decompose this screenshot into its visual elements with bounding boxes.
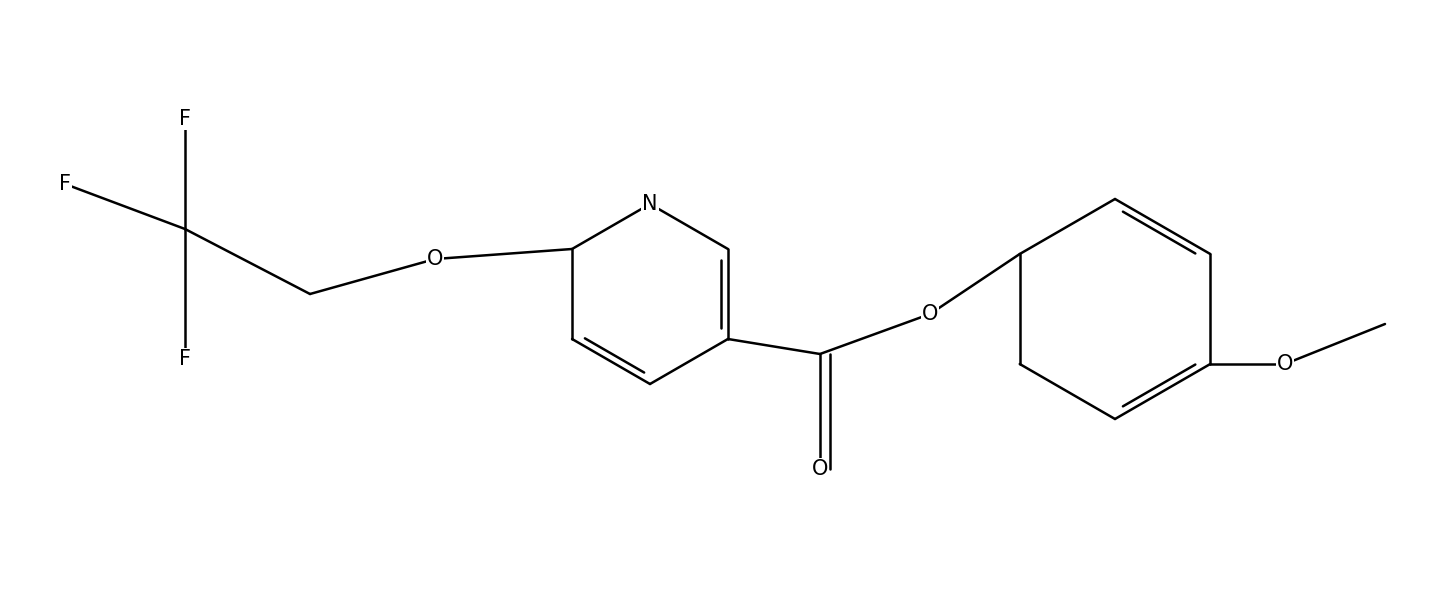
Text: F: F [59, 174, 70, 194]
Text: F: F [178, 349, 191, 369]
Text: O: O [812, 459, 828, 479]
Text: O: O [427, 249, 443, 269]
Text: N: N [643, 194, 657, 214]
Text: O: O [922, 304, 938, 324]
Text: O: O [1277, 354, 1293, 374]
Text: F: F [178, 109, 191, 129]
